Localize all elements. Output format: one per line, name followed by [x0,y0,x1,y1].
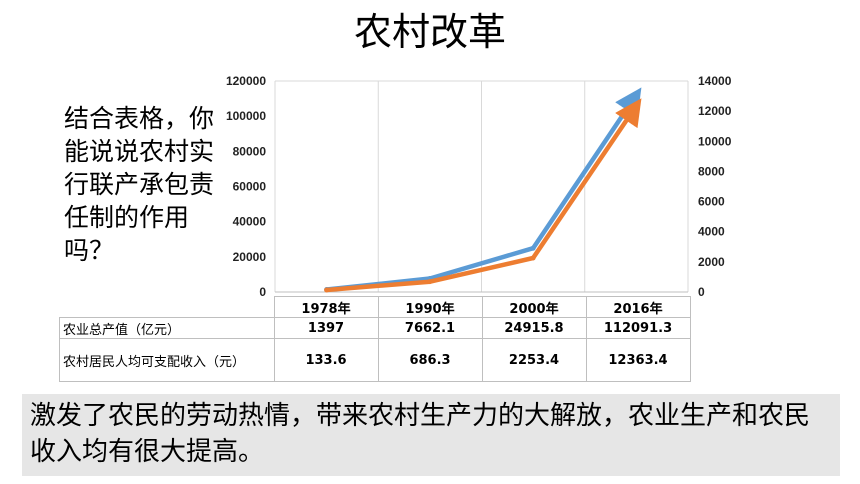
table-cell: 686.3 [377,338,483,382]
table-cell: 2253.4 [481,338,587,382]
right-axis-tick-label: 10000 [698,134,732,148]
right-axis-tick-label: 4000 [698,225,725,239]
right-axis-tick-label: 14000 [698,74,732,88]
left-axis-tick-label: 40000 [233,215,267,229]
table-year-3: 2000年 [481,296,587,318]
right-axis-tick-label: 12000 [698,104,732,118]
left-axis-tick-label: 80000 [233,144,267,158]
table-row-income: 农村居民人均可支配收入（元） 133.6 686.3 2253.4 12363.… [59,338,691,382]
right-axis-tick-label: 0 [698,285,705,299]
table-cell: 12363.4 [585,338,691,382]
left-axis-tick-label: 60000 [233,180,267,194]
series-point-income [427,279,433,285]
table-row-label: 农村居民人均可支配收入（元） [59,338,275,382]
table-cell: 1397 [273,317,379,339]
series-point-output [633,92,639,98]
right-axis-tick-label: 2000 [698,255,725,269]
page-title: 农村改革 [353,10,506,54]
series-line-income [324,98,642,293]
table-row-output: 农业总产值（亿元） 1397 7662.1 24915.8 112091.3 [59,317,691,339]
left-axis-tick-label: 100000 [226,109,266,123]
table-header-row: 1978年 1990年 2000年 2016年 [60,296,691,318]
table-year-1: 1978年 [273,296,379,318]
question-text: 结合表格，你能说说农村实行联产承包责任制的作用吗？ [64,104,215,265]
series-point-income [633,103,639,109]
table-cell: 133.6 [273,338,379,382]
table-cell: 112091.3 [585,317,691,339]
data-table: 1978年 1990年 2000年 2016年 农业总产值（亿元） 1397 7… [59,296,691,382]
left-axis-tick-label: 20000 [233,250,267,264]
table-row-label: 农业总产值（亿元） [59,317,275,339]
table-cell: 7662.1 [377,317,483,339]
left-axis-tick-label: 0 [259,285,266,299]
series-point-output [530,245,536,251]
series-point-income [530,255,536,261]
left-axis-tick-label: 120000 [226,74,266,88]
table-year-2: 1990年 [377,296,483,318]
table-corner [60,297,275,318]
table-year-4: 2016年 [585,296,691,318]
conclusion-box: 激发了农民的劳动热情，带来农村生产力的大解放，农业生产和农民收入均有很大提高。 [22,394,840,476]
right-axis-tick-label: 6000 [698,195,725,209]
table-cell: 24915.8 [481,317,587,339]
right-axis-tick-label: 8000 [698,164,725,178]
series-point-income [324,287,330,293]
